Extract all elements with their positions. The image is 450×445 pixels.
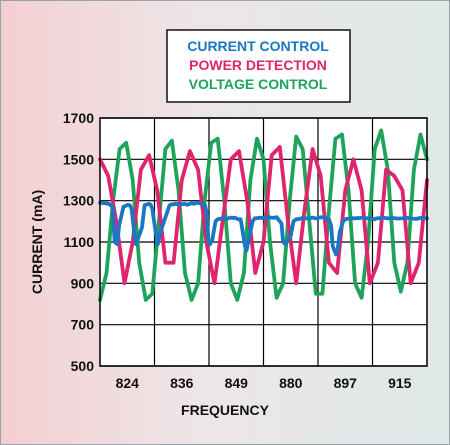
plot-border <box>99 117 428 367</box>
y-tick-label: 1100 <box>64 234 95 250</box>
legend-voltage-control: VOLTAGE CONTROL <box>189 76 328 92</box>
x-tick-label: 915 <box>388 375 412 391</box>
x-tick-label: 880 <box>279 375 303 391</box>
x-tick-label: 824 <box>116 375 140 391</box>
y-tick-label: 700 <box>71 317 95 333</box>
series-line-current-control <box>98 200 429 257</box>
series-lines <box>98 128 429 302</box>
x-tick-label: 849 <box>225 375 249 391</box>
x-tick-labels: 824 836 849 880 897 915 <box>116 375 412 391</box>
x-axis-label: FREQUENCY <box>181 402 270 418</box>
y-tick-label: 500 <box>71 358 95 374</box>
legend: CURRENT CONTROL POWER DETECTION VOLTAGE … <box>166 29 351 103</box>
x-tick-label: 897 <box>334 375 358 391</box>
legend-box <box>166 29 351 103</box>
y-tick-label: 1500 <box>63 151 94 167</box>
y-tick-labels: 500 700 900 1100 1300 1500 1700 <box>63 110 94 374</box>
y-tick-label: 1300 <box>63 193 94 209</box>
series-line-power-detection <box>98 144 429 286</box>
y-tick-label: 1700 <box>63 110 94 126</box>
y-axis-label: CURRENT (mA) <box>29 190 45 294</box>
series-line-voltage-control <box>98 128 429 302</box>
y-tick-label: 900 <box>71 275 95 291</box>
legend-power-detection: POWER DETECTION <box>189 57 327 73</box>
legend-current-control: CURRENT CONTROL <box>187 38 329 54</box>
x-tick-label: 836 <box>170 375 194 391</box>
